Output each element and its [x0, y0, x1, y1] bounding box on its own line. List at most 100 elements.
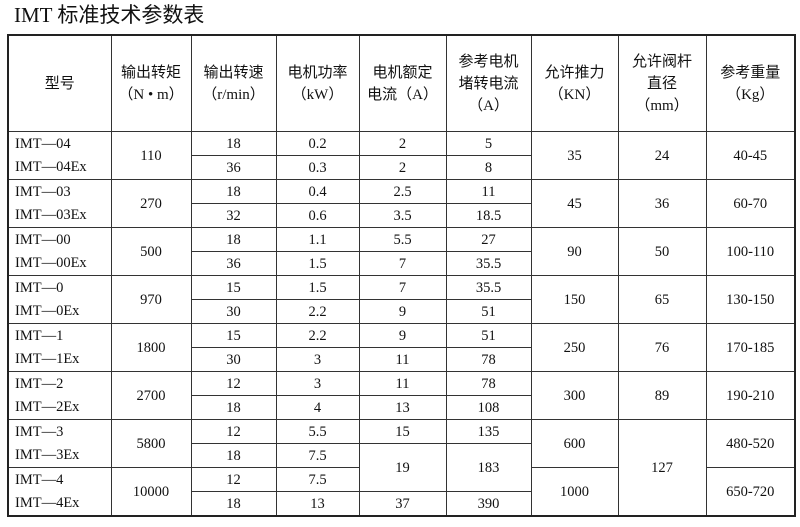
table-row: IMT—2 IMT—2Ex 2700 12 3 11 78 300 89 190-210 [7, 371, 796, 420]
table-cell: 5800 [110, 419, 192, 468]
column-header-line: 允许阀杆 [631, 53, 692, 70]
table-cell: 7.5 [275, 467, 360, 492]
table-cell: 12 [190, 419, 277, 444]
table-row: 18 13 37 390 [8, 491, 795, 517]
table-cell: 1800 [110, 323, 192, 372]
table-cell: 4 [275, 395, 360, 420]
table-row: IMT—04 IMT—04Ex 110 18 0.2 2 5 35 24 40-45 [7, 131, 796, 180]
table-row: 30 3 11 78 [8, 347, 795, 372]
table-cell: 11 [358, 371, 447, 396]
table-cell: 18 [190, 179, 277, 204]
model-cell: IMT—4 IMT—4Ex [7, 467, 112, 517]
table-cell: 5.5 [358, 227, 447, 252]
column-header-line: （mm） [635, 97, 689, 114]
column-header-line: 型号 [44, 75, 75, 92]
column-header-line: 输出转速 [203, 64, 264, 81]
table-cell: 12 [190, 467, 277, 492]
table-cell: 5 [445, 131, 532, 156]
table-cell: 15 [190, 323, 277, 348]
table-cell: 18 [190, 395, 277, 420]
model-cell: IMT—0 IMT—0Ex [7, 275, 112, 324]
table-cell: 1.5 [275, 275, 360, 300]
table-cell: 30 [190, 347, 277, 372]
table-cell: 36 [617, 179, 707, 228]
table-cell: 2 [358, 131, 447, 156]
table-cell: 37 [358, 491, 447, 517]
table-cell: 190-210 [705, 371, 796, 420]
table-cell: 2.5 [358, 179, 447, 204]
table-cell: 51 [445, 323, 532, 348]
table-cell: 7 [358, 251, 447, 276]
column-header: 电机功率 （kW） [275, 34, 360, 132]
table-cell: 2700 [110, 371, 192, 420]
table-cell: 13 [358, 395, 447, 420]
table-cell: 45 [530, 179, 619, 228]
table-row: 18 7.5 19 183 [8, 443, 795, 492]
column-header-line: 允许推力 [544, 64, 605, 81]
table-cell: 76 [617, 323, 707, 372]
table-cell: 35.5 [445, 275, 532, 300]
table-cell: 0.6 [275, 203, 360, 228]
column-header: 电机额定 电流（A） [358, 34, 447, 132]
table-cell: 100-110 [705, 227, 796, 276]
table-cell: 1.5 [275, 251, 360, 276]
column-header-line: 堵转电流 [458, 75, 519, 92]
table-row: IMT—3 IMT—3Ex 5800 12 5.5 15 135 600 127 480-520 [7, 419, 796, 517]
table-cell: 130-150 [705, 275, 796, 324]
table-cell: 51 [445, 299, 532, 324]
column-header: 允许推力 （KN） [530, 34, 619, 132]
model-cell: IMT—2 IMT—2Ex [7, 371, 112, 420]
table-cell: 2.2 [275, 299, 360, 324]
table-cell: 35 [530, 131, 619, 180]
table-row: 32 0.6 3.5 18.5 [8, 203, 795, 228]
column-header-line: （r/min） [202, 86, 265, 103]
table-cell: 600 [530, 419, 619, 468]
table-cell: 10000 [110, 467, 192, 517]
column-header: 允许阀杆直径 （mm） [617, 34, 707, 132]
model-cell: IMT—3 IMT—3Ex [7, 419, 112, 468]
table-cell: 150 [530, 275, 619, 324]
column-header-line: （KN） [548, 86, 601, 103]
table-cell: 108 [445, 395, 532, 420]
column-header: 型号 [7, 34, 112, 132]
table-cell: 300 [530, 371, 619, 420]
table-cell: 0.2 [275, 131, 360, 156]
table-cell: 183 [445, 443, 532, 492]
table-cell: 8 [445, 155, 532, 180]
table-cell: 1.1 [275, 227, 360, 252]
table-cell: 40-45 [705, 131, 796, 180]
table-cell: 18 [190, 131, 277, 156]
table-cell: 3 [275, 347, 360, 372]
column-header-line: 参考重量 [720, 64, 781, 81]
table-cell: 12 [190, 371, 277, 396]
table-cell: 90 [530, 227, 619, 276]
table-cell: 2 [358, 155, 447, 180]
table-cell: 135 [445, 419, 532, 444]
table-cell: 7 [358, 275, 447, 300]
table-row: 30 2.2 9 51 [8, 299, 795, 324]
table-cell: 32 [190, 203, 277, 228]
table-cell: 30 [190, 299, 277, 324]
table-cell: 500 [110, 227, 192, 276]
column-header-line: 直径 [646, 75, 677, 92]
table-row: IMT—00 IMT—00Ex 500 18 1.1 5.5 27 90 50 100-110 [7, 227, 796, 276]
table-cell: 15 [190, 275, 277, 300]
table-cell: 35.5 [445, 251, 532, 276]
table-cell: 78 [445, 347, 532, 372]
model-cell: IMT—03 IMT—03Ex [7, 179, 112, 228]
table-cell: 127 [617, 419, 707, 517]
column-header: 参考电机 堵转电流 （A） [445, 34, 532, 132]
document-title: IMT 标准技术参数表 [14, 3, 205, 27]
table-cell: 60-70 [705, 179, 796, 228]
table-cell: 18 [190, 227, 277, 252]
table-cell: 36 [190, 155, 277, 180]
column-header: 输出转速 （r/min） [190, 34, 277, 132]
model-cell: IMT—04 IMT—04Ex [7, 131, 112, 180]
table-row: IMT—1 IMT—1Ex 1800 15 2.2 9 51 250 76 170-185 [7, 323, 796, 372]
table-cell: 19 [358, 443, 447, 492]
model-cell: IMT—00 IMT—00Ex [7, 227, 112, 276]
table-cell: 390 [445, 491, 532, 517]
column-header-line: 电流（A） [367, 86, 438, 103]
column-header-line: （kW） [291, 86, 344, 103]
table-cell: 50 [617, 227, 707, 276]
